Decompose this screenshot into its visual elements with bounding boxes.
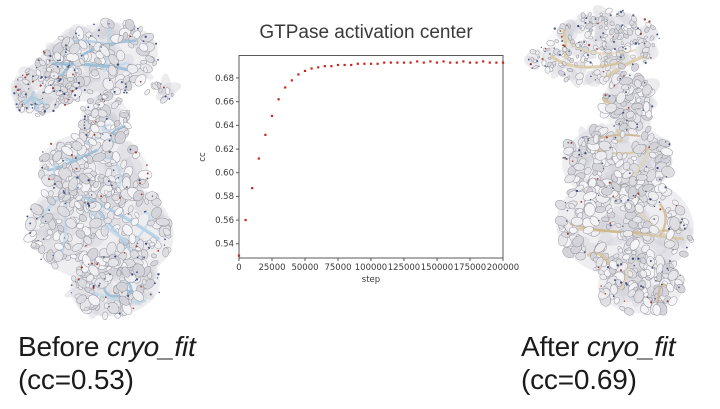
density-blobs: [524, 4, 694, 316]
caption-before-cc: (cc=0.53): [18, 364, 134, 395]
chart-title: GTPase activation center: [259, 22, 473, 43]
cc-convergence-chart: GTPase activation center step cc 0 25000 5…: [198, 22, 519, 285]
plot-frame: [238, 55, 504, 259]
svg-text:175000: 175000: [454, 263, 486, 273]
svg-text:150000: 150000: [421, 263, 453, 273]
svg-text:0.68: 0.68: [215, 74, 234, 84]
y-axis-label: cc: [198, 152, 208, 162]
svg-text:0: 0: [236, 263, 241, 273]
caption-before-prefix: Before: [18, 331, 107, 362]
svg-text:100000: 100000: [355, 263, 387, 273]
svg-text:25000: 25000: [258, 263, 285, 273]
density-map-after-image: [524, 4, 694, 316]
x-axis-label: step: [362, 275, 380, 285]
caption-before-line1: Before cryo_fit: [18, 330, 196, 363]
svg-text:0.56: 0.56: [215, 216, 234, 226]
caption-after-cc: (cc=0.69): [521, 364, 637, 395]
caption-after-program: cryo_fit: [586, 331, 676, 362]
svg-text:50000: 50000: [291, 263, 318, 273]
data-points: [237, 60, 505, 257]
caption-after: After cryo_fit (cc=0.69): [521, 330, 676, 396]
caption-before-program: cryo_fit: [106, 331, 196, 362]
caption-after-line1: After cryo_fit: [521, 330, 676, 363]
svg-text:75000: 75000: [324, 263, 351, 273]
svg-text:0.66: 0.66: [215, 97, 234, 107]
caption-before: Before cryo_fit (cc=0.53): [18, 330, 196, 396]
caption-after-prefix: After: [521, 331, 587, 362]
x-ticks: 0 25000 50000 75000 100000 125000 150000 175000…: [236, 258, 519, 273]
svg-text:0.60: 0.60: [215, 169, 234, 179]
svg-text:200000: 200000: [487, 263, 519, 273]
density-blobs: [10, 17, 182, 320]
svg-text:0.64: 0.64: [215, 121, 234, 131]
svg-text:0.58: 0.58: [215, 192, 234, 202]
svg-text:125000: 125000: [388, 263, 420, 273]
y-ticks: 0.54 0.56 0.58 0.60 0.62 0.64 0.66 0.68: [215, 74, 239, 250]
svg-text:0.54: 0.54: [215, 240, 234, 250]
density-map-before-image: [10, 17, 182, 320]
svg-text:0.62: 0.62: [215, 145, 234, 155]
